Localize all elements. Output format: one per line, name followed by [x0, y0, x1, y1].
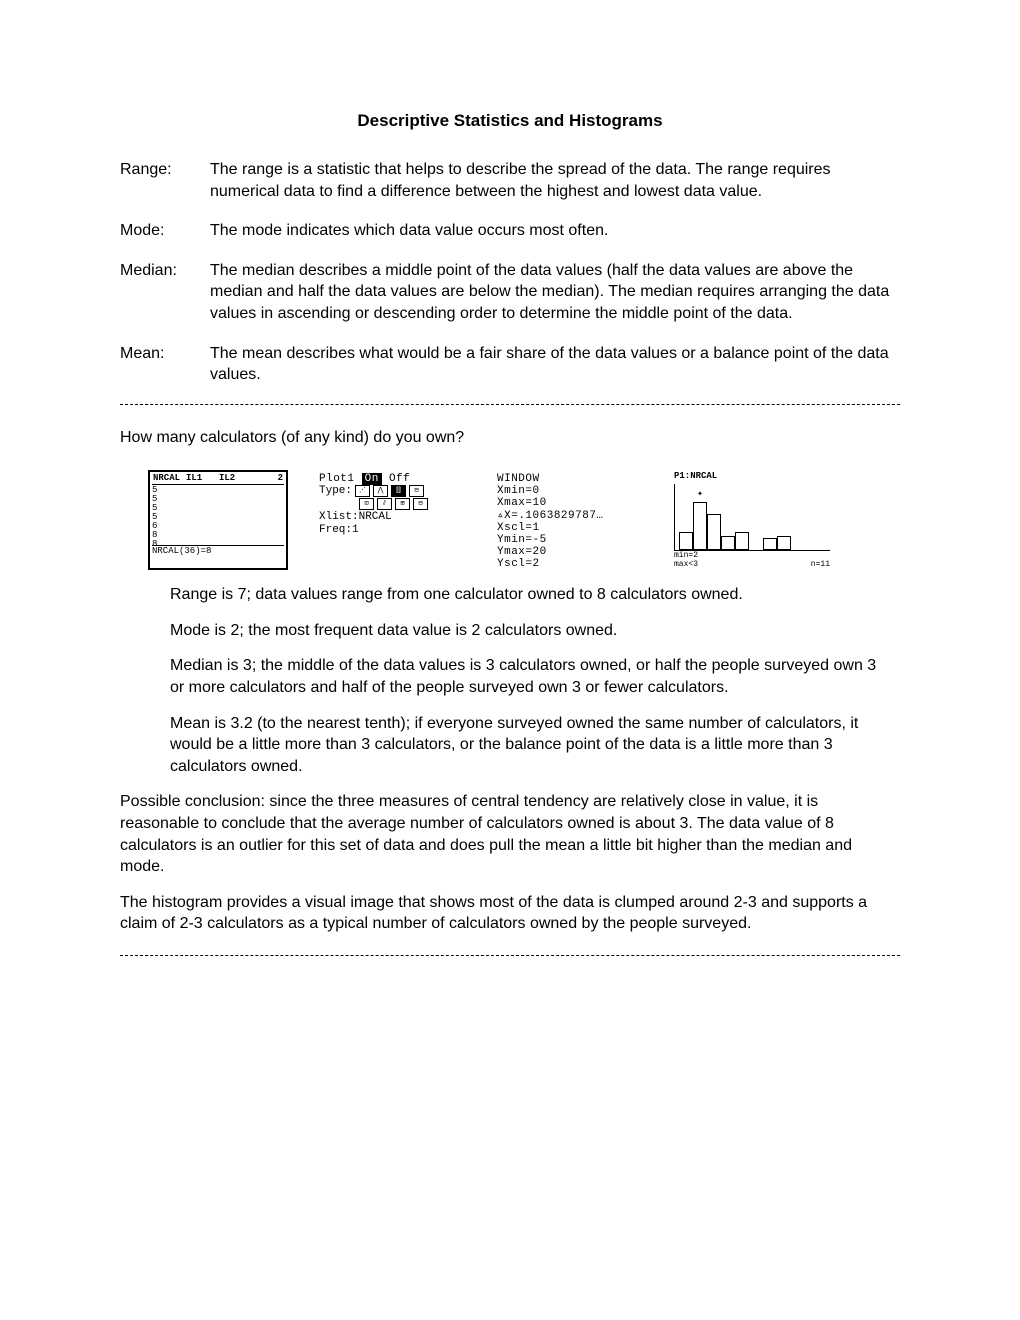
result-para: Median is 3; the middle of the data valu…: [170, 655, 890, 698]
definition-text: The median describes a middle point of t…: [210, 260, 900, 325]
definition-text: The mean describes what would be a fair …: [210, 343, 900, 386]
off-label: Off: [389, 473, 410, 485]
definition-row: Median:The median describes a middle poi…: [120, 260, 900, 325]
n-label: n=11: [811, 561, 830, 570]
definitions-block: Range:The range is a statistic that help…: [120, 159, 900, 386]
boxplot-icon: ⊟: [409, 485, 424, 497]
type-label: Type:: [319, 485, 352, 497]
hist-bar: [679, 532, 693, 550]
hist-foot-left: min=2 max<3: [674, 552, 698, 570]
other-icon: ⊞: [395, 498, 410, 510]
hist-bar: [693, 502, 707, 550]
type-row: Type: ⋰ ⋀ ⫿⫿ ⊟: [319, 485, 463, 497]
scatter-icon: ⋰: [355, 485, 370, 497]
window-screen: WINDOWXmin=0Xmax=10▵X=.1063829787…Xscl=1…: [494, 470, 644, 570]
col-header: IL2: [218, 474, 251, 484]
window-line: ▵X=.1063829787…: [497, 510, 641, 522]
list-headers: NRCAL IL1 IL2 2: [152, 474, 284, 485]
divider: [120, 955, 900, 956]
other-icon2: ⊟: [413, 498, 428, 510]
divider: [120, 404, 900, 405]
window-line: Xmin=0: [497, 485, 641, 497]
definition-row: Mode:The mode indicates which data value…: [120, 220, 900, 242]
window-line: WINDOW: [497, 473, 641, 485]
definition-text: The mode indicates which data value occu…: [210, 220, 900, 242]
conclusion-para: Possible conclusion: since the three mea…: [120, 791, 900, 877]
window-line: Ymin=-5: [497, 534, 641, 546]
plot-label: Plot1: [319, 473, 355, 485]
xyline-icon: ⋀: [373, 485, 388, 497]
hist-bar: [777, 536, 791, 550]
window-line: Ymax=20: [497, 546, 641, 558]
survey-question: How many calculators (of any kind) do yo…: [120, 427, 900, 449]
list-col: 5555688: [152, 485, 185, 545]
list-editor-screen: NRCAL IL1 IL2 2 5555688 NRCAL(36)=8: [148, 470, 288, 570]
freq-line: Freq:1: [319, 524, 463, 536]
hist-bar: [707, 514, 721, 550]
modbox-icon: ⊡: [359, 498, 374, 510]
hist-bar: [721, 536, 735, 550]
page: Descriptive Statistics and Histograms Ra…: [0, 0, 1020, 1320]
list-footer: NRCAL(36)=8: [152, 545, 284, 557]
list-col: [185, 485, 218, 545]
list-col: [251, 485, 284, 545]
cursor-icon: ✦: [697, 490, 703, 500]
window-line: Xscl=1: [497, 522, 641, 534]
definition-label: Range:: [120, 159, 210, 202]
page-title: Descriptive Statistics and Histograms: [120, 110, 900, 133]
definition-row: Range:The range is a statistic that help…: [120, 159, 900, 202]
definition-label: Mean:: [120, 343, 210, 386]
stat-plot-screen: Plot1 On Off Type: ⋰ ⋀ ⫿⫿ ⊟ ⊡ ⫽ ⊞ ⊟ Xlis…: [316, 470, 466, 570]
col-header: IL1: [185, 474, 218, 484]
list-col: [218, 485, 251, 545]
hist-area: ✦: [674, 484, 830, 551]
col-header: 2: [251, 474, 284, 484]
results-block: Range is 7; data values range from one c…: [170, 584, 890, 777]
histogram-screen: P1:NRCAL ✦ min=2 max<3 n=11: [672, 470, 832, 570]
conclusion-block: Possible conclusion: since the three mea…: [120, 791, 900, 935]
plot-line1: Plot1 On Off: [319, 473, 463, 485]
result-para: Range is 7; data values range from one c…: [170, 584, 890, 606]
conclusion-para: The histogram provides a visual image th…: [120, 892, 900, 935]
result-para: Mode is 2; the most frequent data value …: [170, 620, 890, 642]
result-para: Mean is 3.2 (to the nearest tenth); if e…: [170, 713, 890, 778]
list-body: 5555688: [152, 485, 284, 545]
histogram-icon: ⫿⫿: [391, 485, 406, 497]
col-header: NRCAL: [152, 474, 185, 484]
definition-label: Mode:: [120, 220, 210, 242]
hist-bar: [763, 538, 777, 550]
hist-footer: min=2 max<3 n=11: [674, 552, 830, 570]
definition-text: The range is a statistic that helps to d…: [210, 159, 900, 202]
type-row2: ⊡ ⫽ ⊞ ⊟: [359, 498, 463, 510]
on-indicator: On: [362, 473, 382, 485]
max-label: max<3: [674, 561, 698, 570]
normprob-icon: ⫽: [377, 498, 392, 510]
calculator-screens-row: NRCAL IL1 IL2 2 5555688 NRCAL(36)=8 Plot…: [148, 470, 900, 570]
xlist-line: Xlist:NRCAL: [319, 511, 463, 523]
window-line: Yscl=2: [497, 558, 641, 570]
window-line: Xmax=10: [497, 497, 641, 509]
hist-title: P1:NRCAL: [674, 472, 830, 482]
hist-bar: [735, 532, 749, 550]
definition-row: Mean:The mean describes what would be a …: [120, 343, 900, 386]
definition-label: Median:: [120, 260, 210, 325]
